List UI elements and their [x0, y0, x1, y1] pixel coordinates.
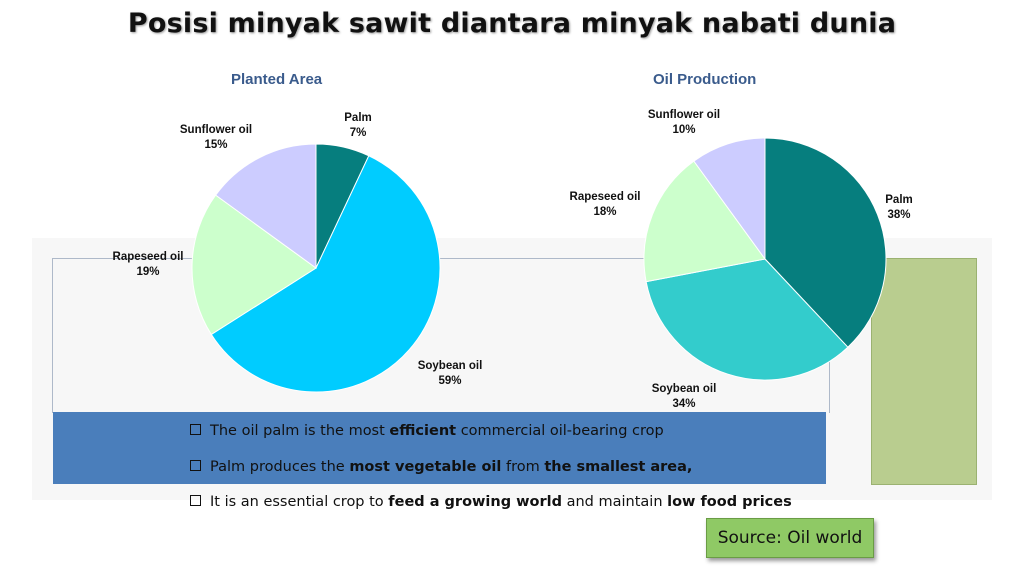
pie-slice-planted-soybean-oil	[210, 155, 441, 393]
pie-slice-production-rapeseed-oil	[643, 160, 766, 283]
pie-slice-production-soybean-oil	[645, 258, 849, 381]
bullet-segment: and maintain	[562, 494, 668, 510]
bullet-segment: Palm produces the	[210, 459, 350, 475]
pie-slice-planted-rapeseed-oil	[191, 194, 317, 336]
bullet-segment: The oil palm is the most	[210, 423, 390, 439]
checkbox-icon	[190, 460, 201, 471]
bullet-segment: It is an essential crop to	[210, 494, 389, 510]
label-planted-soybean: Soybean oil 59%	[417, 360, 483, 387]
bullet-segment: most vegetable oil	[349, 459, 502, 475]
chart-title-planted-area: Planted Area	[231, 71, 323, 88]
checkbox-icon	[190, 495, 201, 506]
label-production-palm: Palm 38%	[885, 194, 913, 221]
checkbox-icon	[190, 424, 201, 435]
bullet-segment: feed a growing world	[388, 494, 562, 510]
bullet-2-text: Palm produces the most vegetable oil fro…	[210, 459, 692, 475]
bullet-1-text: The oil palm is the most efficient comme…	[210, 423, 664, 439]
pie-slice-production-sunflower-oil	[693, 137, 766, 261]
bullet-segment: from	[501, 459, 545, 475]
page-title: Posisi minyak sawit diantara minyak naba…	[127, 8, 897, 39]
pie-slice-planted-sunflower-oil	[214, 143, 317, 269]
bullet-segment: efficient	[389, 423, 457, 439]
bullet-segment: the smallest area,	[544, 459, 693, 475]
bullet-1: The oil palm is the most efficient comme…	[190, 423, 664, 439]
label-production-soybean: Soybean oil 34%	[651, 383, 717, 410]
pie-slice-production-palm	[764, 137, 887, 348]
bullet-3: It is an essential crop to feed a growin…	[190, 494, 792, 510]
bullet-3-text: It is an essential crop to feed a growin…	[210, 494, 792, 510]
label-production-sunflower: Sunflower oil 10%	[647, 109, 721, 136]
source-label: Source: Oil world	[706, 518, 874, 558]
chart-title-oil-production: Oil Production	[653, 71, 757, 88]
highlight-band	[53, 412, 826, 484]
label-planted-palm: Palm 7%	[344, 112, 372, 139]
label-production-rapeseed: Rapeseed oil 18%	[569, 191, 641, 218]
label-planted-rapeseed: Rapeseed oil 19%	[112, 251, 184, 278]
bullet-segment: low food prices	[667, 494, 792, 510]
green-side-box	[871, 258, 977, 485]
bullet-segment: commercial oil-bearing crop	[456, 423, 664, 439]
label-planted-sunflower: Sunflower oil 15%	[179, 124, 253, 151]
bullet-2: Palm produces the most vegetable oil fro…	[190, 459, 692, 475]
